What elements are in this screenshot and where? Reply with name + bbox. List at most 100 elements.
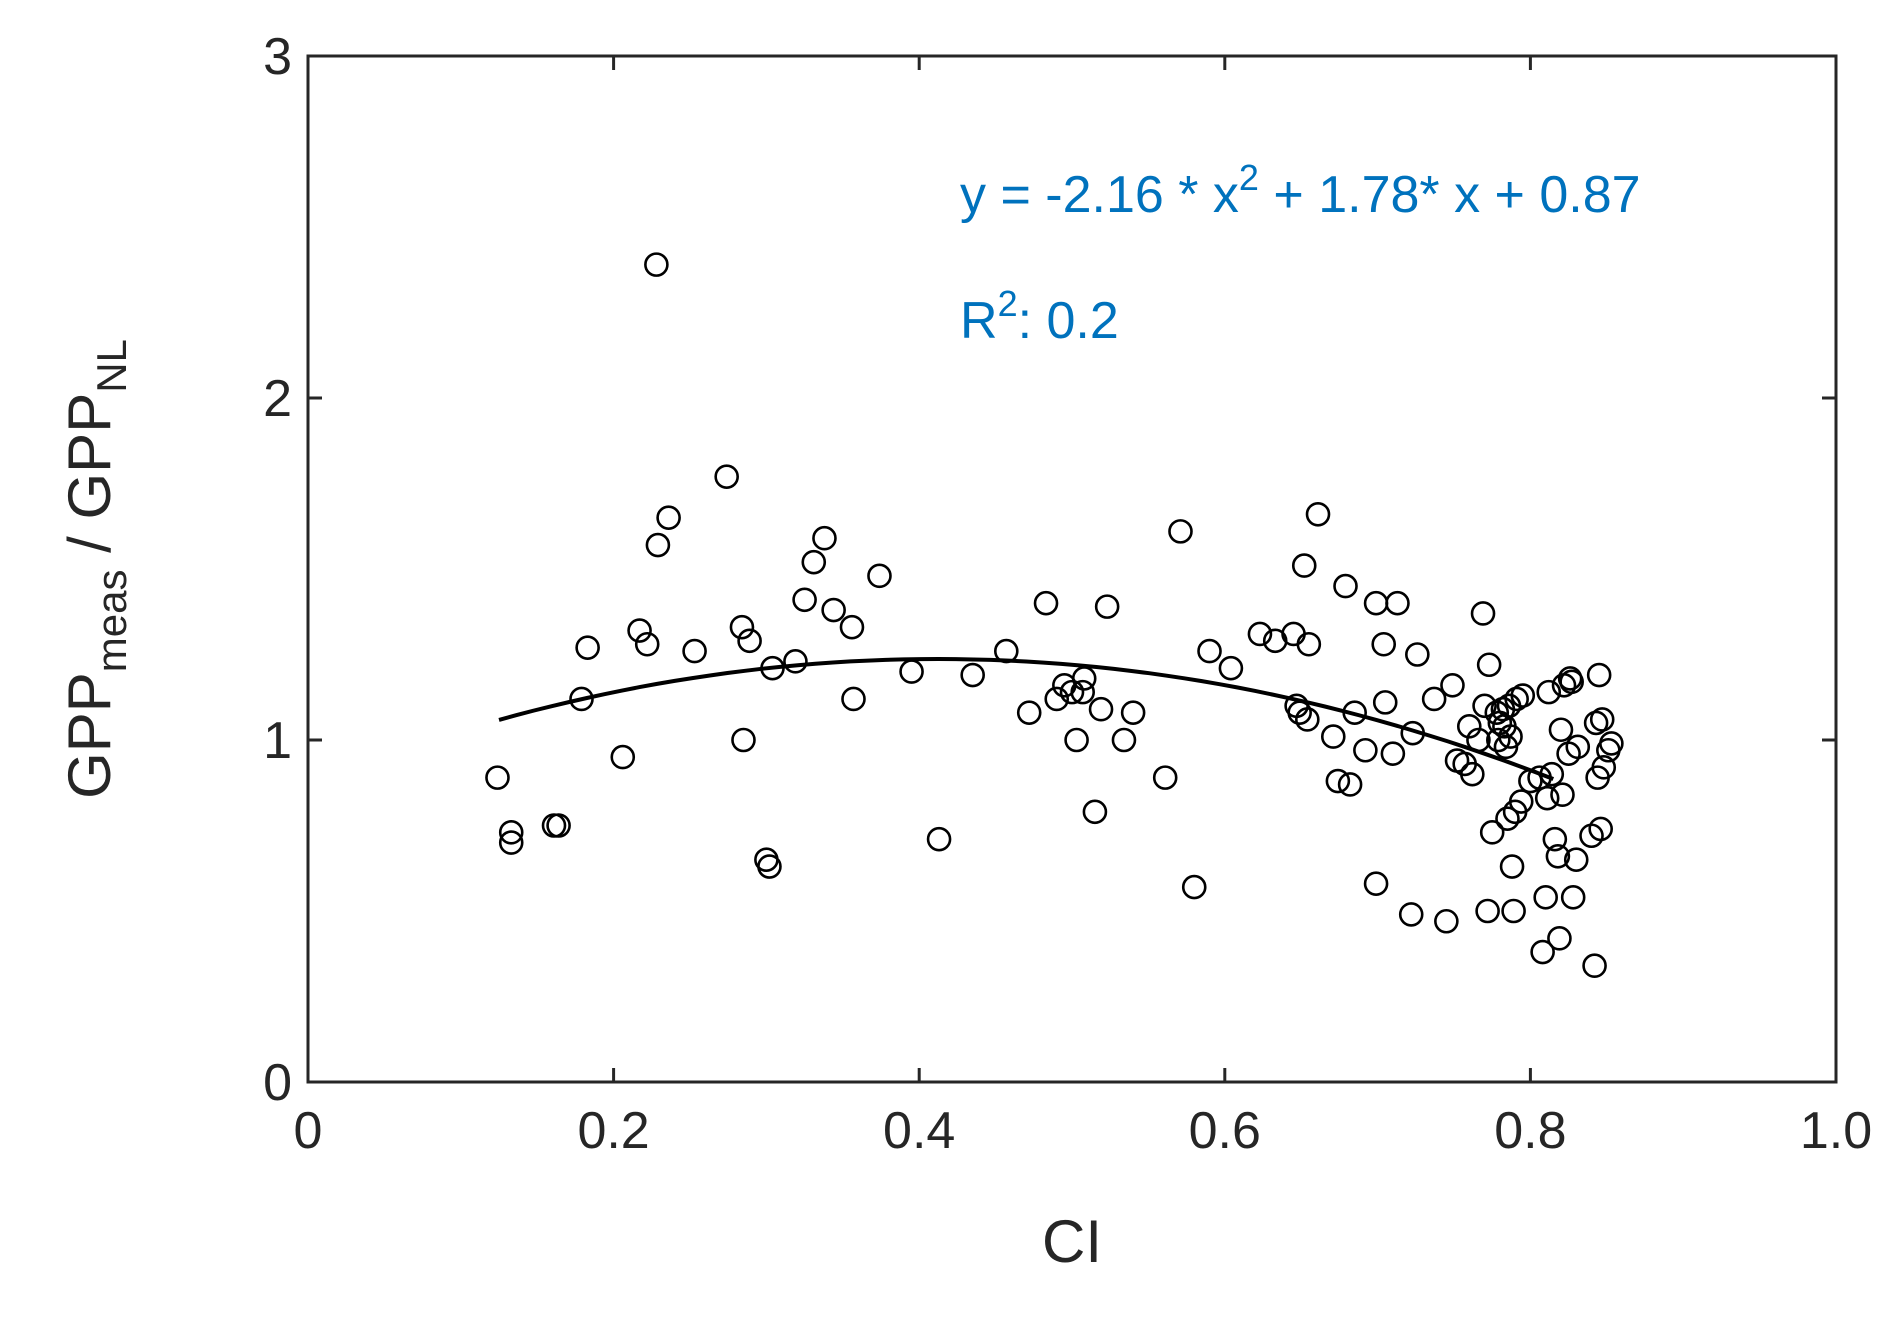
y-tick-label: 2 [263, 370, 292, 428]
data-point [899, 659, 924, 684]
y-tick-label: 0 [263, 1054, 292, 1112]
y-axis-title-gpp-2: GPP [56, 393, 123, 520]
data-point [1486, 727, 1511, 753]
data-point [1363, 871, 1389, 896]
y-axis-title-sub-meas: meas [88, 570, 135, 673]
data-point [1510, 683, 1536, 708]
axis-ticks: 0 0.2 0.4 0.6 0.8 1.0 0 1 2 3 [263, 28, 1872, 1160]
data-point [1320, 724, 1346, 749]
data-point [1281, 621, 1306, 647]
data-point [634, 631, 660, 657]
data-points [485, 252, 1624, 979]
data-point [1479, 820, 1505, 845]
data-point [1111, 727, 1137, 753]
data-point [1291, 553, 1317, 578]
x-axis-title: CI [1042, 1208, 1102, 1275]
x-tick-label: 1.0 [1800, 1102, 1872, 1160]
data-point [1440, 672, 1465, 698]
x-tick-label: 0.2 [577, 1102, 649, 1160]
data-point [714, 464, 739, 489]
data-point [1088, 696, 1114, 722]
data-point [1542, 826, 1568, 852]
data-point [1295, 707, 1320, 732]
data-point [1586, 662, 1612, 688]
data-point [1337, 772, 1363, 797]
data-point [1181, 874, 1207, 900]
data-point [610, 744, 636, 770]
data-point [1508, 789, 1534, 814]
data-point [1296, 631, 1322, 657]
data-point [1565, 734, 1591, 760]
data-point [1599, 731, 1624, 756]
data-point [1333, 573, 1358, 599]
data-point [1385, 590, 1410, 616]
plot-frame [306, 54, 1838, 1084]
data-point [926, 826, 952, 852]
y-tick-label: 1 [263, 712, 292, 770]
data-point [1499, 854, 1525, 879]
data-point [1120, 700, 1146, 725]
data-point [1197, 638, 1222, 664]
data-point [867, 563, 892, 589]
fit-equation-annotation: y = -2.16 * x2 + 1.78* x + 0.87 [960, 157, 1641, 224]
data-point [546, 813, 571, 838]
data-point [1071, 666, 1097, 691]
data-point [1589, 707, 1615, 732]
y-axis-title-sub-nl: NL [88, 339, 135, 393]
data-point [839, 614, 865, 640]
data-point [757, 854, 782, 879]
data-point [801, 549, 827, 575]
data-point [1591, 755, 1617, 780]
data-point [1059, 679, 1085, 705]
data-point [1033, 590, 1059, 616]
data-point [960, 662, 985, 688]
data-point [1588, 816, 1613, 842]
data-point [1094, 594, 1120, 619]
data-point [498, 820, 524, 845]
data-point [1548, 717, 1574, 743]
data-point [812, 525, 837, 551]
data-point [569, 686, 594, 712]
data-point [1495, 806, 1520, 831]
data-point [1398, 902, 1424, 927]
data-point [821, 597, 846, 623]
data-point [1547, 926, 1572, 951]
data-point [627, 618, 652, 643]
data-point [1363, 590, 1389, 616]
data-point [737, 628, 762, 654]
data-point [1353, 737, 1378, 763]
data-point [1434, 908, 1459, 934]
data-point [1247, 621, 1273, 647]
y-axis-title-gpp: GPP [56, 672, 123, 799]
data-point [1372, 690, 1398, 715]
data-point [783, 649, 808, 674]
y-axis-title: GPPmeas / GPPNL [56, 339, 135, 799]
data-point [1560, 885, 1586, 910]
data-point [731, 727, 756, 753]
data-point [1475, 898, 1500, 924]
data-point [485, 765, 510, 790]
data-point [1305, 501, 1331, 527]
data-point [1472, 693, 1497, 719]
data-point [498, 830, 524, 855]
data-point [1545, 843, 1571, 869]
data-point [682, 638, 707, 664]
data-point [1470, 601, 1496, 626]
data-point [1559, 669, 1584, 695]
data-point [1534, 785, 1560, 811]
data-point [1016, 700, 1042, 725]
y-axis-title-separator: / [56, 519, 123, 569]
data-point [1563, 847, 1589, 873]
data-point [1582, 953, 1607, 979]
data-point [656, 505, 681, 531]
data-point [1460, 761, 1485, 787]
data-point [1371, 631, 1397, 657]
r-squared-annotation: R2: 0.2 [960, 283, 1119, 350]
data-point [1456, 714, 1482, 739]
quadratic-fit-curve [498, 656, 1555, 781]
data-point [1501, 898, 1526, 924]
data-point [729, 614, 755, 640]
data-point [1325, 768, 1351, 794]
data-point [1044, 686, 1070, 712]
